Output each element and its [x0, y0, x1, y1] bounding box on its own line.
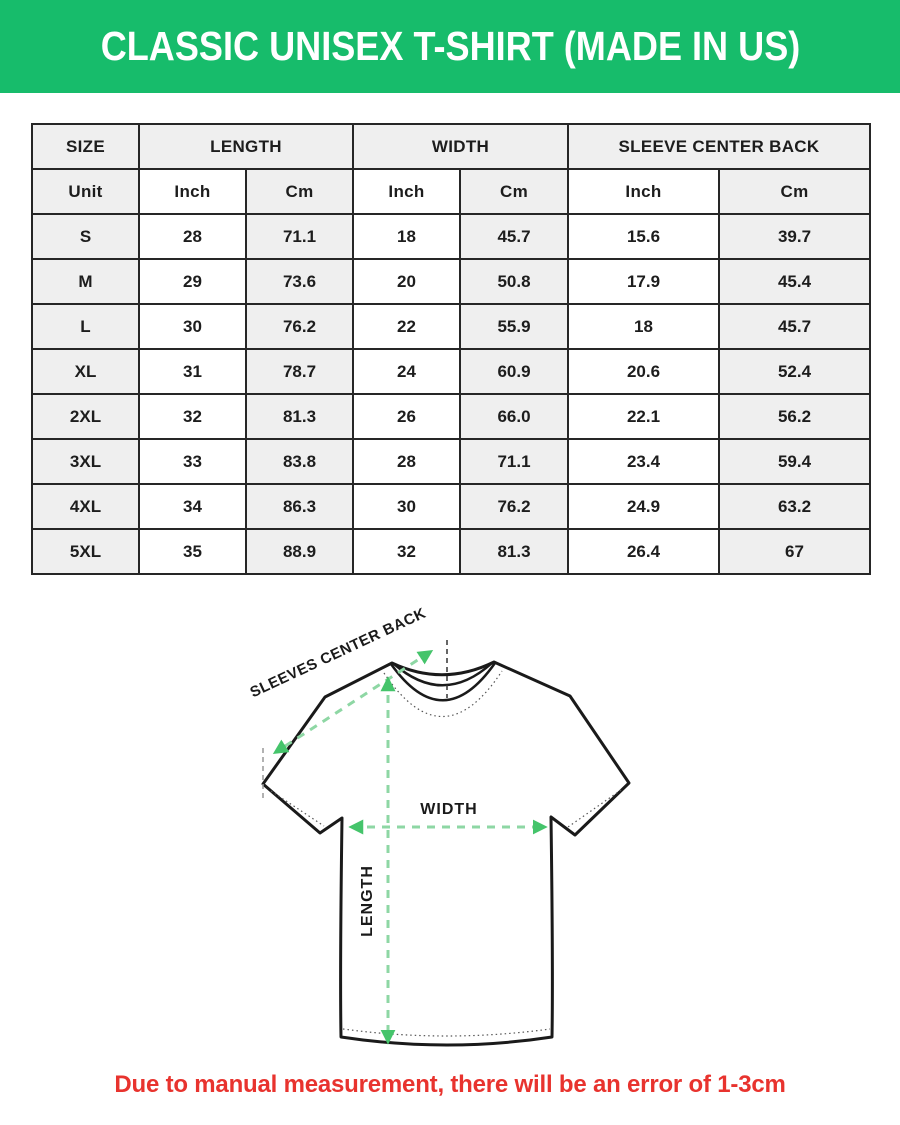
inch-value-cell: 32 [352, 528, 461, 575]
col-header-width: WIDTH [352, 123, 569, 170]
size-cell: 5XL [31, 528, 140, 575]
table-row: 2XL 32 81.3 26 66.0 22.1 56.2 [31, 393, 871, 440]
cm-value-cell: 63.2 [718, 483, 871, 530]
cm-value-cell: 60.9 [459, 348, 569, 395]
inch-value-cell: 17.9 [567, 258, 720, 305]
inch-value-cell: 20.6 [567, 348, 720, 395]
length-label: LENGTH [359, 865, 376, 937]
cm-value-cell: 55.9 [459, 303, 569, 350]
tshirt-outline [261, 660, 631, 1047]
size-cell: 2XL [31, 393, 140, 440]
inch-value-cell: 32 [138, 393, 247, 440]
cm-value-cell: 76.2 [245, 303, 354, 350]
cm-value-cell: 67 [718, 528, 871, 575]
cm-value-cell: 45.7 [718, 303, 871, 350]
col-header-sleeve: SLEEVE CENTER BACK [567, 123, 871, 170]
cm-value-cell: 45.4 [718, 258, 871, 305]
header-banner: CLASSIC UNISEX T-SHIRT (MADE IN US) [0, 0, 900, 93]
inch-value-cell: 24.9 [567, 483, 720, 530]
table-row: 4XL 34 86.3 30 76.2 24.9 63.2 [31, 483, 871, 530]
cm-value-cell: 56.2 [718, 393, 871, 440]
cm-value-cell: 59.4 [718, 438, 871, 485]
cm-value-cell: 81.3 [459, 528, 569, 575]
cm-value-cell: 50.8 [459, 258, 569, 305]
unit-inch-header: Inch [352, 168, 461, 215]
inch-value-cell: 33 [138, 438, 247, 485]
table-row: XL 31 78.7 24 60.9 20.6 52.4 [31, 348, 871, 395]
col-header-size: SIZE [31, 123, 140, 170]
table-group-header-row: SIZE LENGTH WIDTH SLEEVE CENTER BACK [31, 123, 871, 170]
cm-value-cell: 52.4 [718, 348, 871, 395]
unit-inch-header: Inch [138, 168, 247, 215]
inch-value-cell: 26.4 [567, 528, 720, 575]
inch-value-cell: 23.4 [567, 438, 720, 485]
table-row: 3XL 33 83.8 28 71.1 23.4 59.4 [31, 438, 871, 485]
cm-value-cell: 88.9 [245, 528, 354, 575]
cm-value-cell: 83.8 [245, 438, 354, 485]
page-title: CLASSIC UNISEX T-SHIRT (MADE IN US) [100, 23, 800, 69]
cm-value-cell: 71.1 [245, 213, 354, 260]
width-label: WIDTH [420, 801, 477, 818]
cm-value-cell: 78.7 [245, 348, 354, 395]
table-row: M 29 73.6 20 50.8 17.9 45.4 [31, 258, 871, 305]
table-unit-row: Unit Inch Cm Inch Cm Inch Cm [31, 168, 871, 215]
size-cell: S [31, 213, 140, 260]
inch-value-cell: 18 [352, 213, 461, 260]
inch-value-cell: 28 [352, 438, 461, 485]
inch-value-cell: 20 [352, 258, 461, 305]
size-cell: 3XL [31, 438, 140, 485]
cm-value-cell: 73.6 [245, 258, 354, 305]
cm-value-cell: 76.2 [459, 483, 569, 530]
unit-cm-header: Cm [718, 168, 871, 215]
unit-inch-header: Inch [567, 168, 720, 215]
inch-value-cell: 24 [352, 348, 461, 395]
table-row: S 28 71.1 18 45.7 15.6 39.7 [31, 213, 871, 260]
inch-value-cell: 30 [352, 483, 461, 530]
size-cell: M [31, 258, 140, 305]
cm-value-cell: 45.7 [459, 213, 569, 260]
inch-value-cell: 35 [138, 528, 247, 575]
inch-value-cell: 26 [352, 393, 461, 440]
cm-value-cell: 66.0 [459, 393, 569, 440]
col-header-length: LENGTH [138, 123, 354, 170]
inch-value-cell: 30 [138, 303, 247, 350]
cm-value-cell: 86.3 [245, 483, 354, 530]
cm-value-cell: 39.7 [718, 213, 871, 260]
measure-arrows [272, 649, 548, 1045]
inch-value-cell: 28 [138, 213, 247, 260]
size-table-body: S 28 71.1 18 45.7 15.6 39.7 M 29 73.6 20 50.8 17.9 45… [31, 213, 871, 575]
inch-value-cell: 22 [352, 303, 461, 350]
cm-value-cell: 81.3 [245, 393, 354, 440]
inch-value-cell: 22.1 [567, 393, 720, 440]
tshirt-diagram: SLEEVES CENTER BACK WIDTH LENGTH [247, 605, 631, 1047]
table-row: 5XL 35 88.9 32 81.3 26.4 67 [31, 528, 871, 575]
size-chart-table: SIZE LENGTH WIDTH SLEEVE CENTER BACK Uni… [31, 123, 871, 575]
inch-value-cell: 29 [138, 258, 247, 305]
cm-value-cell: 71.1 [459, 438, 569, 485]
inch-value-cell: 15.6 [567, 213, 720, 260]
unit-cm-header: Cm [245, 168, 354, 215]
sleeve-center-back-arrow [272, 649, 434, 755]
unit-header: Unit [31, 168, 140, 215]
size-cell: XL [31, 348, 140, 395]
size-cell: L [31, 303, 140, 350]
size-cell: 4XL [31, 483, 140, 530]
unit-cm-header: Cm [459, 168, 569, 215]
disclaimer-text: Due to manual measurement, there will be… [114, 1071, 786, 1098]
inch-value-cell: 31 [138, 348, 247, 395]
inch-value-cell: 18 [567, 303, 720, 350]
table-row: L 30 76.2 22 55.9 18 45.7 [31, 303, 871, 350]
inch-value-cell: 34 [138, 483, 247, 530]
